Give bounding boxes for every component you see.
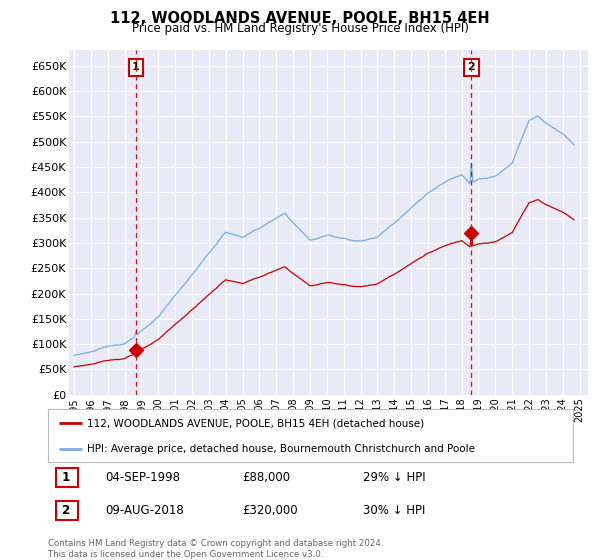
Text: 2: 2 xyxy=(467,63,475,72)
Text: 2: 2 xyxy=(59,504,75,517)
Text: 09-AUG-2018: 09-AUG-2018 xyxy=(106,504,185,517)
Text: 04-SEP-1998: 04-SEP-1998 xyxy=(106,471,181,484)
Text: £320,000: £320,000 xyxy=(242,504,298,517)
Text: 112, WOODLANDS AVENUE, POOLE, BH15 4EH (detached house): 112, WOODLANDS AVENUE, POOLE, BH15 4EH (… xyxy=(88,418,425,428)
Text: 112, WOODLANDS AVENUE, POOLE, BH15 4EH: 112, WOODLANDS AVENUE, POOLE, BH15 4EH xyxy=(110,11,490,26)
Text: 30% ↓ HPI: 30% ↓ HPI xyxy=(363,504,425,517)
Text: 29% ↓ HPI: 29% ↓ HPI xyxy=(363,471,425,484)
Text: HPI: Average price, detached house, Bournemouth Christchurch and Poole: HPI: Average price, detached house, Bour… xyxy=(88,444,475,454)
Text: Price paid vs. HM Land Registry's House Price Index (HPI): Price paid vs. HM Land Registry's House … xyxy=(131,22,469,35)
Text: 1: 1 xyxy=(59,471,75,484)
Text: 1: 1 xyxy=(132,63,140,72)
Text: Contains HM Land Registry data © Crown copyright and database right 2024.
This d: Contains HM Land Registry data © Crown c… xyxy=(48,539,383,559)
Text: £88,000: £88,000 xyxy=(242,471,290,484)
